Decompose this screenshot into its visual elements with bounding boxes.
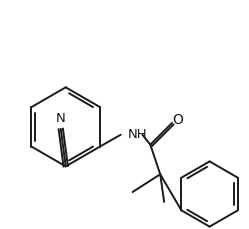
Text: N: N: [56, 111, 66, 124]
Text: O: O: [173, 112, 184, 126]
Text: NH: NH: [127, 128, 147, 141]
